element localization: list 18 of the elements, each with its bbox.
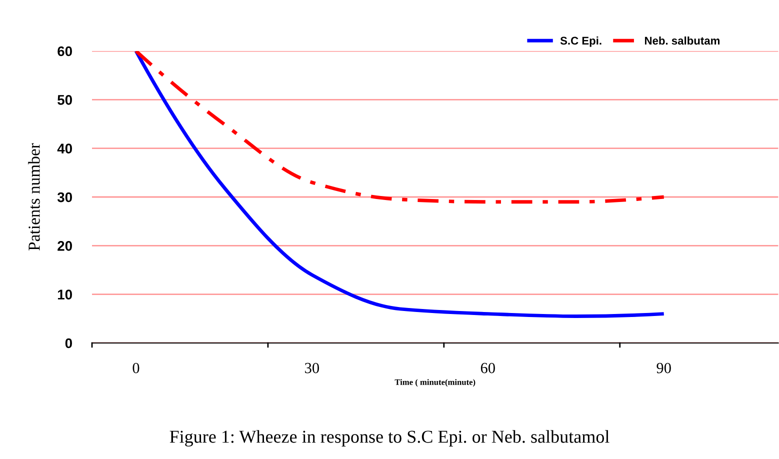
y-tick-label: 60	[58, 46, 72, 56]
x-axis-title: Time ( minute(minute)	[394, 379, 476, 387]
y-tick-label: 20	[58, 241, 72, 251]
y-tick-label: 40	[57, 144, 72, 154]
legend-label: Neb. salbutam	[644, 36, 720, 45]
caption: Figure 1: Wheeze in response to S.C Epi. or Neb. salbutamol	[170, 430, 610, 447]
line-series	[134, 51, 666, 318]
y-tick-label: 30	[57, 192, 72, 202]
x-tick-label: 30	[305, 362, 319, 374]
legend-label: S.C Epi.	[560, 36, 602, 47]
y-tick-label: 10	[58, 290, 72, 300]
x-tick-label: 60	[480, 362, 495, 374]
y-tick-label: 0	[65, 338, 72, 348]
y-axis-title: Patients number	[28, 143, 40, 250]
y-tick-label: 50	[58, 95, 72, 105]
x-tick-label: 90	[656, 362, 671, 374]
x-tick-label: 0	[132, 362, 140, 374]
line-series	[134, 51, 666, 204]
